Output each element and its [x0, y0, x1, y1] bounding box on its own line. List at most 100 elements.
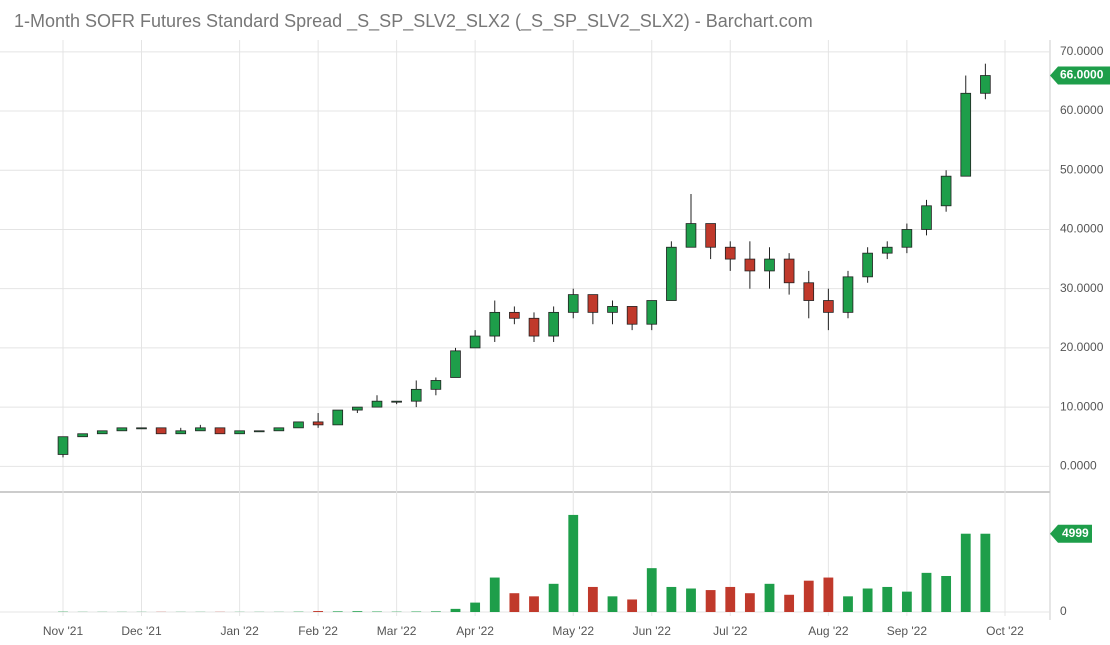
x-tick-label: Oct '22 — [986, 624, 1024, 638]
candle-body — [195, 427, 206, 432]
volume-bar — [313, 611, 324, 612]
candle-body — [489, 311, 501, 337]
volume-bar — [980, 533, 991, 612]
candle-body — [273, 427, 285, 432]
candle-body — [312, 421, 324, 426]
volume-bar — [941, 575, 952, 612]
candle-body — [116, 427, 128, 432]
y-tick-label: 50.0000 — [1060, 162, 1104, 176]
candle-body — [744, 258, 756, 272]
volume-tick-label: 0 — [1060, 604, 1067, 618]
volume-bar — [470, 602, 481, 612]
candle-body — [940, 175, 952, 207]
candle-body — [371, 400, 383, 408]
volume-bar — [803, 580, 814, 612]
candle-body — [57, 436, 69, 455]
volume-bar — [568, 514, 579, 612]
candle-body — [77, 433, 88, 438]
candle-body — [607, 306, 618, 313]
candle-body — [685, 223, 697, 248]
last-volume-label: 4999 — [1062, 526, 1089, 540]
candle-body — [842, 276, 854, 313]
x-tick-label: Apr '22 — [456, 624, 494, 638]
candle-body — [724, 246, 736, 260]
candle-body — [764, 258, 775, 272]
volume-bar — [764, 583, 775, 612]
volume-bar — [548, 583, 559, 612]
volume-bar — [332, 611, 343, 612]
candle-body — [430, 380, 442, 390]
volume-bar — [646, 568, 657, 612]
volume-bar — [784, 594, 795, 612]
volume-bar — [352, 611, 363, 612]
volume-bar — [843, 596, 853, 612]
x-tick-label: Aug '22 — [808, 624, 849, 638]
last-price-label: 66.0000 — [1060, 68, 1104, 82]
volume-bar — [705, 590, 716, 612]
candle-body — [293, 421, 304, 429]
volume-bar — [430, 611, 441, 612]
candle-body — [136, 427, 147, 430]
volume-bar — [509, 593, 520, 612]
candle-body — [980, 75, 991, 94]
candle-body — [528, 317, 540, 337]
y-tick-label: 30.0000 — [1060, 281, 1104, 295]
x-tick-label: Feb '22 — [298, 624, 338, 638]
volume-bar — [489, 577, 500, 612]
volume-bar — [921, 572, 932, 612]
candle-body — [410, 388, 422, 402]
candle-body — [626, 306, 638, 325]
x-tick-label: Jan '22 — [220, 624, 259, 638]
candle-body — [352, 406, 363, 411]
candle-body — [214, 427, 226, 435]
volume-bar — [725, 586, 736, 612]
candle-body — [567, 294, 579, 313]
x-tick-label: Mar '22 — [377, 624, 417, 638]
y-tick-label: 60.0000 — [1060, 103, 1104, 117]
candle-body — [450, 350, 461, 378]
candle-body — [587, 294, 599, 313]
candle-body — [391, 400, 402, 403]
x-tick-label: Dec '21 — [121, 624, 162, 638]
candle-body — [234, 430, 245, 435]
y-tick-label: 70.0000 — [1060, 44, 1104, 58]
chart-title: 1-Month SOFR Futures Standard Spread _S_… — [14, 11, 813, 32]
candle-body — [666, 246, 677, 301]
candle-body — [253, 430, 265, 433]
volume-bar — [823, 577, 834, 612]
x-tick-label: Jul '22 — [713, 624, 748, 638]
y-tick-label: 10.0000 — [1060, 399, 1104, 413]
volume-bar — [627, 599, 638, 612]
x-tick-label: Sep '22 — [887, 624, 928, 638]
volume-bar — [450, 608, 461, 612]
last-price-tag — [1050, 66, 1110, 85]
candle-body — [823, 300, 834, 313]
x-tick-label: Jun '22 — [633, 624, 672, 638]
volume-bar — [882, 586, 893, 612]
candle-body — [803, 282, 815, 301]
candle-body — [646, 300, 658, 325]
volume-bar — [686, 588, 696, 612]
candle-body — [155, 427, 167, 435]
candle-body — [783, 258, 795, 284]
x-tick-label: May '22 — [552, 624, 594, 638]
volume-bar — [901, 591, 912, 612]
candle-body — [548, 311, 559, 337]
y-tick-label: 20.0000 — [1060, 340, 1104, 354]
candle-body — [509, 311, 520, 319]
candle-body — [332, 409, 344, 426]
candle-body — [96, 430, 108, 435]
candle-body — [862, 252, 873, 278]
volume-bar — [587, 586, 598, 612]
volume-bar — [862, 588, 873, 612]
volume-bar — [666, 586, 677, 612]
y-tick-label: 0.0000 — [1060, 458, 1097, 472]
last-volume-tag — [1050, 524, 1092, 543]
y-tick-label: 40.0000 — [1060, 222, 1104, 236]
candle-body — [901, 229, 913, 248]
candle-body — [705, 223, 716, 248]
candle-body — [469, 335, 481, 349]
volume-bar — [960, 533, 971, 612]
volume-bar — [744, 593, 755, 612]
